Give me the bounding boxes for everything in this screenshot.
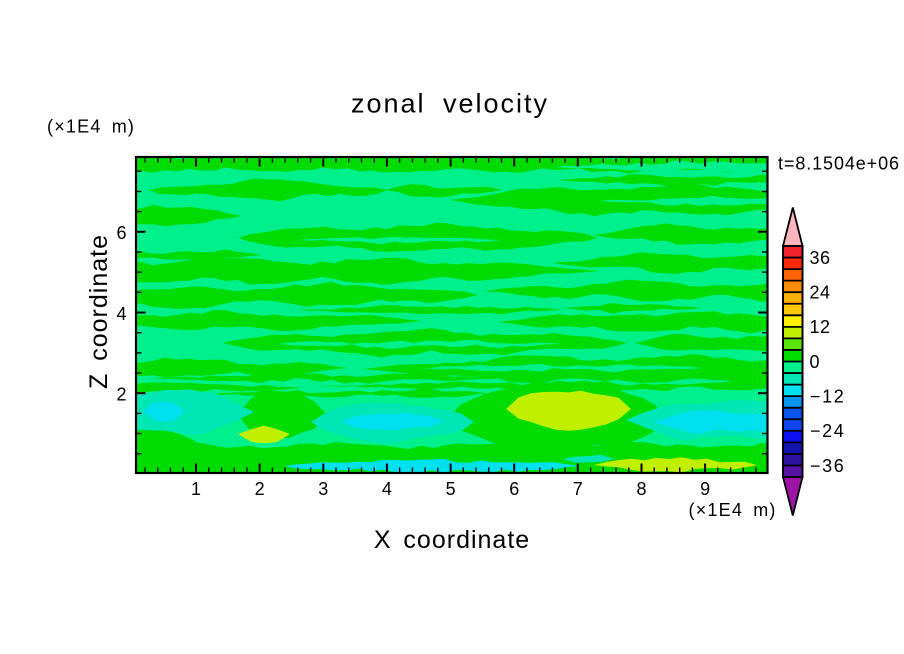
svg-text:5: 5: [446, 479, 456, 499]
svg-text:Z coordinate: Z coordinate: [85, 234, 113, 389]
svg-text:−24: −24: [810, 421, 845, 441]
svg-text:12: 12: [810, 317, 831, 337]
svg-text:2: 2: [116, 385, 126, 405]
svg-text:8: 8: [636, 479, 646, 499]
svg-text:0: 0: [810, 352, 821, 372]
svg-text:t=8.1504e+06: t=8.1504e+06: [778, 154, 900, 174]
svg-text:−36: −36: [810, 456, 845, 476]
svg-text:(×1E4 m): (×1E4 m): [47, 117, 135, 137]
svg-text:1: 1: [191, 479, 201, 499]
svg-text:3: 3: [318, 479, 328, 499]
svg-text:4: 4: [382, 479, 392, 499]
svg-text:X coordinate: X coordinate: [374, 526, 530, 554]
svg-text:−12: −12: [810, 386, 845, 406]
svg-text:4: 4: [116, 304, 126, 324]
svg-text:(×1E4 m): (×1E4 m): [689, 500, 777, 520]
svg-text:6: 6: [509, 479, 519, 499]
svg-text:36: 36: [810, 248, 831, 268]
svg-text:24: 24: [810, 283, 831, 303]
svg-text:zonal velocity: zonal velocity: [351, 89, 549, 119]
svg-text:6: 6: [116, 223, 126, 243]
svg-text:7: 7: [573, 479, 583, 499]
svg-text:9: 9: [700, 479, 710, 499]
svg-text:2: 2: [255, 479, 265, 499]
